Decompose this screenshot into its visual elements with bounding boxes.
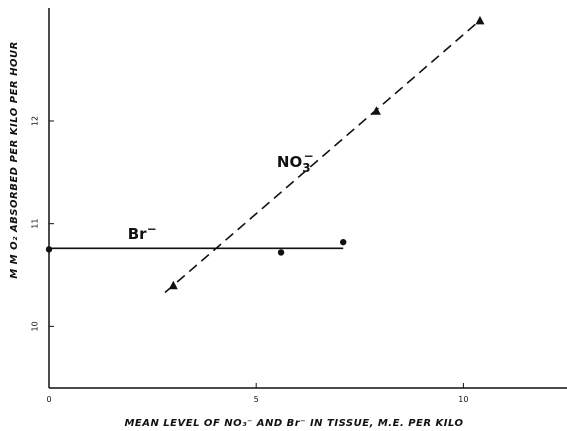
data-point <box>475 15 485 25</box>
fit-line <box>164 19 481 294</box>
y-tick-label: 12 <box>31 116 40 126</box>
x-tick-label: 5 <box>254 395 259 404</box>
data-point <box>340 238 347 246</box>
data-point <box>168 280 178 290</box>
x-tick-label: 0 <box>46 395 51 404</box>
y-tick-label: 10 <box>31 321 40 331</box>
axes <box>48 8 567 389</box>
x-tick-label: 10 <box>458 395 468 404</box>
data-point <box>277 249 285 256</box>
fit-lines <box>49 19 481 294</box>
ticks: 0 5 10 10 11 12 <box>31 116 469 404</box>
series-label: Br− <box>128 222 157 243</box>
data-points <box>45 15 485 290</box>
data-point <box>45 246 53 253</box>
data-point <box>371 106 381 115</box>
y-tick-label: 11 <box>31 219 40 229</box>
y-axis-title: M M O₂ ABSORBED PER KILO PER HOUR <box>9 41 20 279</box>
series-label: NO3− <box>277 149 314 175</box>
series-labels: Br− NO3− <box>128 149 314 243</box>
x-axis-title: MEAN LEVEL OF NO₃⁻ AND Br⁻ IN TISSUE, M.… <box>124 418 463 429</box>
